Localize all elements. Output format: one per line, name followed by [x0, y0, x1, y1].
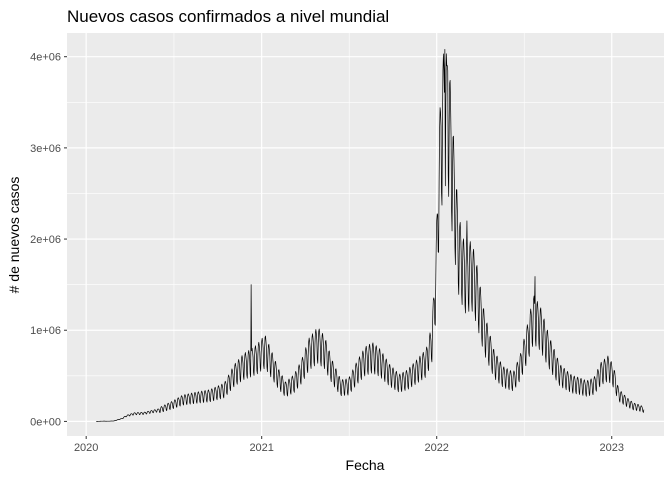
x-axis-label: Fecha	[346, 457, 385, 473]
y-tick-label: 2e+06	[30, 234, 61, 246]
x-axis: 2020 2021 2022 2023	[74, 436, 624, 454]
y-tick-label: 0e+00	[30, 416, 61, 428]
y-axis-label: # de nuevos casos	[6, 177, 22, 294]
x-tick-label: 2021	[249, 442, 273, 454]
series-layer	[96, 49, 645, 422]
y-tick-label: 1e+06	[30, 325, 61, 337]
x-tick-label: 2023	[599, 442, 623, 454]
grid-minor	[67, 33, 664, 436]
series-line	[96, 49, 645, 422]
y-axis: 0e+00 1e+06 2e+06 3e+06 4e+06	[30, 52, 67, 428]
y-tick-label: 3e+06	[30, 143, 61, 155]
x-tick-label: 2022	[424, 442, 448, 454]
x-tick-label: 2020	[74, 442, 98, 454]
chart-title: Nuevos casos confirmados a nivel mundial	[67, 7, 389, 26]
y-tick-label: 4e+06	[30, 52, 61, 64]
